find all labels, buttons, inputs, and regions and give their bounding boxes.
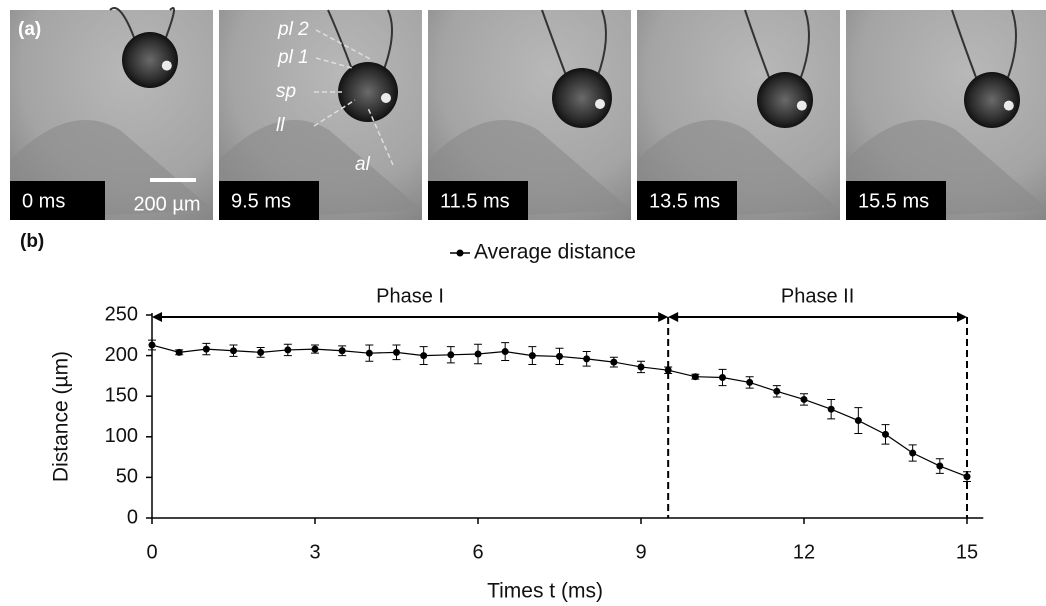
leg xyxy=(596,9,607,79)
point xyxy=(854,417,862,425)
time-box xyxy=(637,181,737,220)
pointer xyxy=(315,57,353,69)
annotation: sp xyxy=(276,81,296,102)
point xyxy=(528,352,536,360)
point xyxy=(148,341,156,349)
panel-label: (b) xyxy=(20,231,44,252)
x-tick-label: 3 xyxy=(309,541,320,563)
droplet xyxy=(338,62,398,122)
time-label: 0 ms xyxy=(22,190,65,212)
scale-label: 200 µm xyxy=(133,193,200,215)
leg xyxy=(382,9,393,73)
leg xyxy=(799,9,810,81)
time-label: 9.5 ms xyxy=(231,190,291,212)
point xyxy=(230,347,237,355)
point xyxy=(365,349,373,357)
point xyxy=(393,348,400,356)
point xyxy=(311,345,319,353)
y-tick-label: 200 xyxy=(105,344,138,366)
point xyxy=(909,449,917,457)
point xyxy=(202,345,210,353)
x-tick-label: 6 xyxy=(472,541,483,563)
point xyxy=(800,395,808,403)
point xyxy=(637,363,645,371)
y-tick-label: 50 xyxy=(116,466,138,488)
point xyxy=(420,352,428,360)
leg xyxy=(164,7,175,41)
leg xyxy=(744,9,771,81)
time-box xyxy=(10,181,105,220)
y-axis-label: Distance (µm) xyxy=(50,351,73,482)
y-tick-label: 250 xyxy=(105,303,138,325)
annotation: al xyxy=(355,154,371,175)
highlight xyxy=(161,60,172,71)
point xyxy=(284,346,292,354)
point xyxy=(746,378,754,386)
panel-b: (b) 0 50 100 150 200 250 0 3 6 9 12 15 Distance (µm) T… xyxy=(20,231,984,603)
y-tick-label: 150 xyxy=(105,384,138,406)
point xyxy=(719,374,726,382)
x-axis-label: Times t (ms) xyxy=(487,580,603,603)
time-label: 13.5 ms xyxy=(649,190,720,212)
droplet xyxy=(122,32,178,88)
arrow-head xyxy=(957,312,967,322)
y-tick-label: 100 xyxy=(105,425,138,447)
leg xyxy=(327,9,354,73)
y-tick-label: 0 xyxy=(127,506,138,528)
point xyxy=(827,405,835,413)
leg xyxy=(1006,9,1017,81)
point xyxy=(773,387,781,395)
leg xyxy=(541,9,568,79)
highlight xyxy=(1003,100,1014,111)
point xyxy=(882,430,889,438)
point xyxy=(610,358,618,366)
point xyxy=(338,347,346,355)
highlight xyxy=(595,99,605,109)
time-label: 11.5 ms xyxy=(440,190,510,212)
annotation: ll xyxy=(276,115,285,136)
point xyxy=(583,355,591,363)
arrow-head xyxy=(152,312,162,322)
leg xyxy=(951,9,978,81)
point xyxy=(691,373,699,381)
arrow-head xyxy=(658,312,669,322)
x-tick-label: 0 xyxy=(146,541,157,563)
pointer xyxy=(367,107,394,166)
droplet xyxy=(552,68,612,128)
legend-marker xyxy=(456,249,464,257)
time-box xyxy=(428,181,528,220)
leg xyxy=(109,7,136,41)
arrow-head xyxy=(668,312,679,322)
time-box xyxy=(846,181,946,220)
panel-a: 0 ms 9.5 ms 11.5 ms 13.5 ms 15.5 ms (a) 200 µm… xyxy=(10,7,1046,220)
phase-label: Phase I xyxy=(376,285,444,307)
pointer xyxy=(313,99,356,127)
panel-label: (a) xyxy=(18,19,41,40)
phase-label: Phase II xyxy=(781,285,854,307)
highlight xyxy=(796,100,807,111)
point xyxy=(474,350,482,358)
annotation: pl 1 xyxy=(277,47,309,68)
x-tick-label: 9 xyxy=(635,541,646,563)
time-label: 15.5 ms xyxy=(858,190,929,212)
point xyxy=(175,348,183,356)
point xyxy=(664,366,672,374)
highlight xyxy=(381,93,391,103)
pointer xyxy=(315,29,373,61)
point xyxy=(556,352,563,360)
x-tick-label: 12 xyxy=(793,541,815,563)
point xyxy=(447,351,455,359)
point xyxy=(257,348,265,356)
point xyxy=(501,348,509,356)
annotation: pl 2 xyxy=(277,19,309,40)
point xyxy=(936,462,944,470)
x-tick-label: 15 xyxy=(956,541,978,563)
droplet xyxy=(964,72,1020,128)
legend-label: Average distance xyxy=(474,241,636,264)
time-box xyxy=(219,181,319,220)
point xyxy=(963,473,971,481)
droplet xyxy=(757,72,813,128)
